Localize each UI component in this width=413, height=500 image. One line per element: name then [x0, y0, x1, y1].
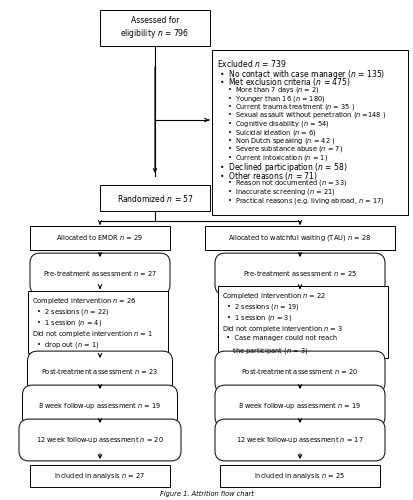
Text: •  Non Dutch speaking ($n$ = 42 ): • Non Dutch speaking ($n$ = 42 ) [226, 136, 335, 146]
FancyBboxPatch shape [204, 226, 394, 250]
Text: 8 week follow-up assessment $n$ = 19: 8 week follow-up assessment $n$ = 19 [238, 401, 361, 411]
FancyBboxPatch shape [27, 351, 172, 393]
Text: Allocated to EMDR $n$ = 29: Allocated to EMDR $n$ = 29 [56, 234, 143, 242]
FancyBboxPatch shape [211, 50, 407, 215]
Text: •  1 session ($n$ = 3): • 1 session ($n$ = 3) [221, 313, 291, 323]
FancyBboxPatch shape [100, 185, 209, 211]
Text: the participant ($n$ = 3): the participant ($n$ = 3) [221, 346, 308, 356]
Text: •  Met exclusion criteria ($n$ = 475): • Met exclusion criteria ($n$ = 475) [218, 76, 350, 88]
FancyBboxPatch shape [219, 465, 379, 487]
Text: 12 week follow-up assessment $n$ = 17: 12 week follow-up assessment $n$ = 17 [235, 435, 363, 445]
FancyBboxPatch shape [100, 10, 209, 46]
Text: Pre-treatment assessment $n$ = 25: Pre-treatment assessment $n$ = 25 [242, 270, 356, 278]
Text: •  Reason not documented ($n$ = 33): • Reason not documented ($n$ = 33) [226, 178, 347, 188]
Text: •  Current intoxication ($n$ = 1): • Current intoxication ($n$ = 1) [226, 153, 327, 163]
Text: Included in analysis $n$ = 25: Included in analysis $n$ = 25 [254, 471, 345, 481]
Text: •  Practical reasons (e.g. living abroad, $n$ = 17): • Practical reasons (e.g. living abroad,… [226, 196, 384, 205]
Text: •  Inaccurate screening ($n$ = 21): • Inaccurate screening ($n$ = 21) [226, 187, 335, 197]
Text: Excluded $n$ = 739: Excluded $n$ = 739 [216, 58, 286, 69]
Text: 12 week follow-up assessment $n$ = 20: 12 week follow-up assessment $n$ = 20 [36, 435, 164, 445]
Text: Did not complete intervention $n$ = 3: Did not complete intervention $n$ = 3 [221, 324, 342, 334]
Text: Completed intervention $n$ = 22: Completed intervention $n$ = 22 [221, 291, 325, 301]
Text: Post-treatment assessment $n$ = 23: Post-treatment assessment $n$ = 23 [41, 368, 158, 376]
Text: Allocated to watchful waiting (TAU) $n$ = 28: Allocated to watchful waiting (TAU) $n$ … [228, 233, 370, 243]
FancyBboxPatch shape [30, 226, 170, 250]
Text: Pre-treatment assessment $n$ = 27: Pre-treatment assessment $n$ = 27 [43, 270, 157, 278]
Text: •  Other reasons ($n$ = 71): • Other reasons ($n$ = 71) [218, 170, 317, 182]
Text: •  Suicidal ideation ($n$ = 6): • Suicidal ideation ($n$ = 6) [226, 128, 316, 138]
FancyBboxPatch shape [28, 291, 168, 353]
Text: Post-treatment assessment $n$ = 20: Post-treatment assessment $n$ = 20 [241, 368, 358, 376]
Text: •  Younger than 16 ($n$ = 180): • Younger than 16 ($n$ = 180) [226, 94, 325, 104]
FancyBboxPatch shape [30, 253, 170, 295]
FancyBboxPatch shape [19, 419, 180, 461]
Text: Randomized $n$ = 57: Randomized $n$ = 57 [116, 192, 193, 203]
Text: •  Cognitive disability ($n$ = 54): • Cognitive disability ($n$ = 54) [226, 119, 329, 129]
Text: Included in analysis $n$ = 27: Included in analysis $n$ = 27 [54, 471, 145, 481]
Text: •  2 sessions ($n$ = 22): • 2 sessions ($n$ = 22) [32, 307, 109, 317]
Text: •  1 session ($n$ = 4): • 1 session ($n$ = 4) [32, 318, 102, 328]
FancyBboxPatch shape [30, 465, 170, 487]
Text: •  Sexual assault without penetration ($n$ =148 ): • Sexual assault without penetration ($n… [226, 110, 385, 120]
Text: •  Current trauma treatment ($n$ = 35 ): • Current trauma treatment ($n$ = 35 ) [226, 102, 354, 112]
Text: •  Declined participation ($n$ = 58): • Declined participation ($n$ = 58) [218, 162, 347, 174]
Text: Completed intervention $n$ = 26: Completed intervention $n$ = 26 [32, 296, 136, 306]
Text: •  More than 7 days ($n$ = 2): • More than 7 days ($n$ = 2) [226, 85, 319, 95]
FancyBboxPatch shape [214, 253, 384, 295]
Text: Assessed for
eligibility $n$ = 796: Assessed for eligibility $n$ = 796 [120, 16, 189, 40]
FancyBboxPatch shape [214, 351, 384, 393]
Text: Figure 1. Attrition flow chart: Figure 1. Attrition flow chart [160, 491, 253, 497]
Text: 8 week follow-up assessment $n$ = 19: 8 week follow-up assessment $n$ = 19 [38, 401, 161, 411]
Text: •  Case manager could not reach: • Case manager could not reach [221, 335, 336, 341]
FancyBboxPatch shape [218, 286, 387, 358]
Text: •  drop out ($n$ = 1): • drop out ($n$ = 1) [32, 340, 99, 350]
Text: •  Severe substance abuse ($n$ = 7): • Severe substance abuse ($n$ = 7) [226, 144, 342, 154]
Text: •  No contact with case manager ($n$ = 135): • No contact with case manager ($n$ = 13… [218, 68, 385, 81]
Text: Did not complete intervention $n$ = 1: Did not complete intervention $n$ = 1 [32, 329, 153, 339]
FancyBboxPatch shape [214, 419, 384, 461]
FancyBboxPatch shape [214, 385, 384, 427]
FancyBboxPatch shape [22, 385, 177, 427]
Text: •  2 sessions ($n$ = 19): • 2 sessions ($n$ = 19) [221, 302, 299, 312]
